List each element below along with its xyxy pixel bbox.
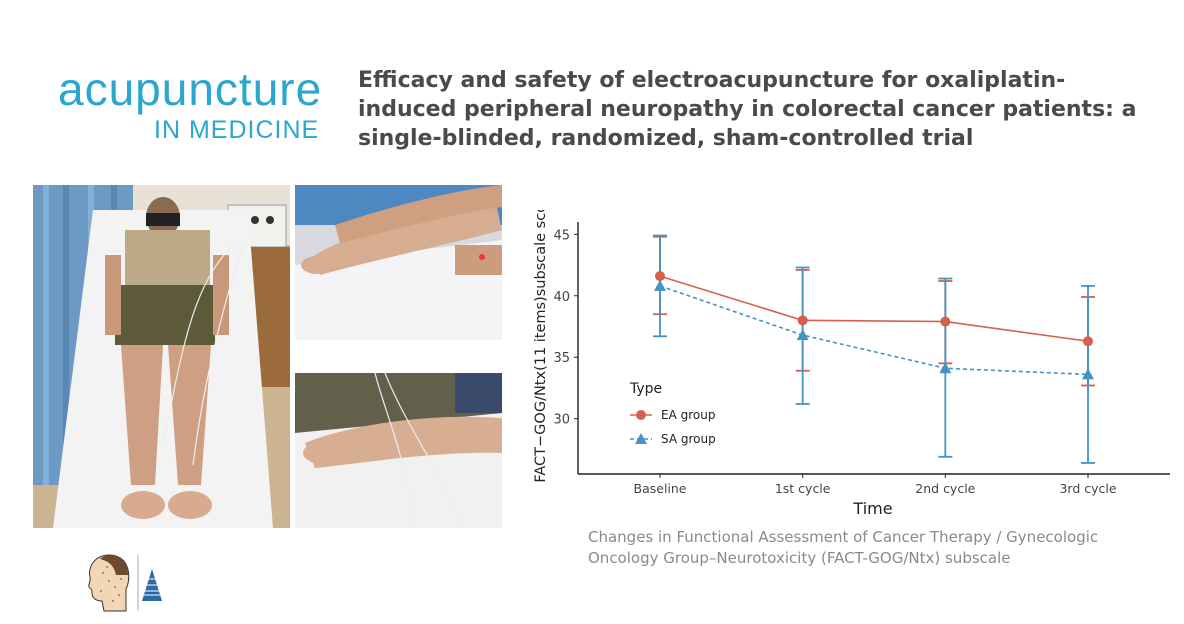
series-line [659, 275, 1089, 343]
legend-label: SA group [661, 432, 716, 446]
data-point [655, 271, 665, 282]
y-axis-title: FACT−GOG/Ntx(11 items)subscale score [533, 210, 549, 483]
legend-title: Type [629, 381, 662, 397]
y-tick-label: 30 [553, 413, 570, 428]
x-tick-label: 2nd cycle [915, 481, 975, 496]
article-title: Efficacy and safety of electroacupunctur… [358, 68, 1137, 151]
data-point [1083, 336, 1093, 347]
y-tick-label: 35 [553, 351, 570, 366]
data-point [940, 316, 951, 327]
legend-marker [635, 433, 647, 444]
x-tick-label: 3rd cycle [1059, 481, 1116, 496]
legend-label: EA group [661, 408, 715, 422]
journal-logo-bottom-text: IN MEDICINE [154, 116, 320, 144]
x-axis-title: Time [852, 499, 892, 518]
legend-marker [636, 410, 646, 420]
data-point [939, 362, 952, 374]
figure-caption: Changes in Functional Assessment of Canc… [588, 527, 1148, 569]
x-tick-label: Baseline [634, 481, 687, 496]
caption-line-2: Oncology Group–Neurotoxicity (FACT-GOG/N… [588, 549, 1011, 567]
y-tick-label: 45 [553, 228, 570, 243]
society-logo-icon [82, 551, 164, 617]
line-chart: 30 35 40 45 Baseline 1st cycle 2nd cycle 3rd cy… [533, 210, 1170, 518]
data-point [1082, 368, 1094, 380]
y-tick-label: 40 [553, 290, 570, 305]
photo-legs-electrodes [295, 185, 502, 340]
data-point [654, 279, 666, 291]
photo-patient-lying [33, 185, 290, 528]
data-point [796, 329, 809, 341]
data-point [797, 315, 808, 326]
x-tick-label: 1st cycle [775, 481, 831, 496]
photo-arm-electrodes [295, 373, 502, 528]
journal-logo-top-text: acupuncture [58, 63, 323, 115]
journal-logo: acupuncture IN MEDICINE [58, 63, 328, 144]
caption-line-1: Changes in Functional Assessment of Canc… [588, 528, 1099, 546]
series-line [659, 285, 1089, 376]
